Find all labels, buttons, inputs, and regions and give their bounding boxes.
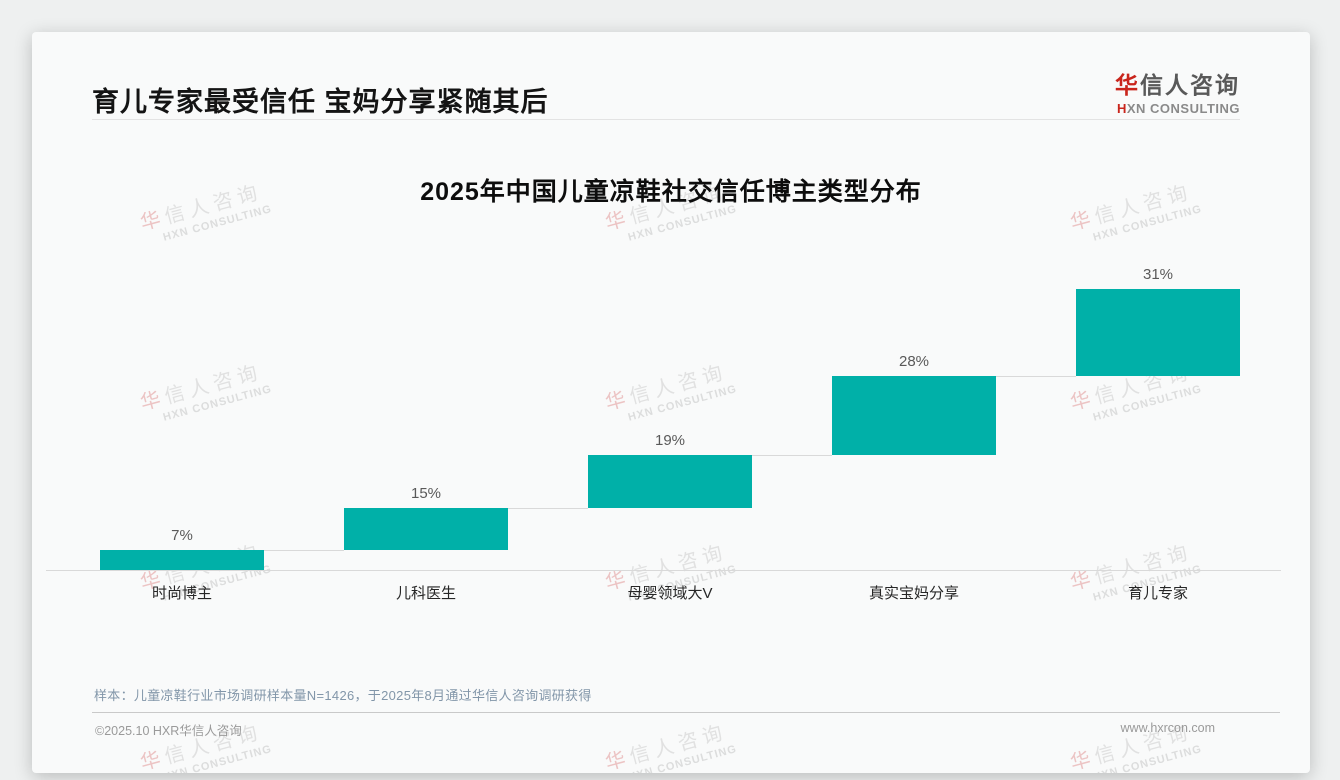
company-logo: 华信人咨询 HXN CONSULTING — [1115, 66, 1240, 116]
header-divider — [92, 119, 1240, 120]
logo-english-name: HXN CONSULTING — [1115, 101, 1240, 116]
sample-footnote: 样本：儿童凉鞋行业市场调研样本量N=1426，于2025年8月通过华信人咨询调研… — [94, 688, 592, 703]
waterfall-bar — [832, 376, 996, 455]
bar-value-label: 15% — [410, 485, 442, 503]
x-axis-label: 真实宝妈分享 — [868, 585, 959, 602]
logo-chinese-name: 华信人咨询 — [1115, 66, 1240, 100]
step-connector-line — [508, 508, 588, 510]
step-connector-line — [264, 550, 344, 552]
copyright-text: ©2025.10 HXR华信人咨询 — [95, 724, 242, 738]
waterfall-chart: 7% 时尚博主 15% 儿科医生 19% 母婴领域大V 28% 真实宝妈分享 31% 育儿专家 — [32, 32, 1310, 773]
logo-cn-accent: 华 — [1115, 72, 1140, 98]
chart-title: 2025年中国儿童凉鞋社交信任博主类型分布 — [420, 178, 922, 206]
logo-en-rest: XN CONSULTING — [1126, 101, 1240, 116]
x-axis-label: 育儿专家 — [1127, 585, 1188, 602]
logo-en-accent: H — [1116, 101, 1127, 116]
website-url: www.hxrcon.com — [1120, 721, 1215, 735]
logo-cn-rest: 信人咨询 — [1140, 72, 1240, 98]
x-axis-label: 母婴领域大V — [627, 585, 713, 602]
bar-value-label: 31% — [1142, 266, 1174, 283]
page-title: 育儿专家最受信任 宝妈分享紧随其后 — [92, 87, 549, 117]
bar-value-label: 28% — [898, 353, 930, 371]
bar-value-label: 7% — [171, 527, 193, 545]
report-card: 华信人咨询 HXN CONSULTING 华信人咨询 HXN CONSULTING 华信… — [32, 32, 1310, 773]
step-connector-line — [996, 376, 1076, 378]
bar-value-label: 19% — [654, 431, 686, 449]
step-connector-line — [752, 454, 832, 456]
waterfall-bar — [100, 550, 264, 570]
footer-divider — [92, 712, 1280, 713]
waterfall-bar — [588, 454, 752, 509]
waterfall-bar — [344, 508, 508, 551]
waterfall-bar — [1076, 289, 1240, 377]
x-axis-label: 时尚博主 — [151, 585, 212, 602]
x-axis-label: 儿科医生 — [395, 585, 456, 602]
x-axis-line — [46, 570, 1281, 571]
